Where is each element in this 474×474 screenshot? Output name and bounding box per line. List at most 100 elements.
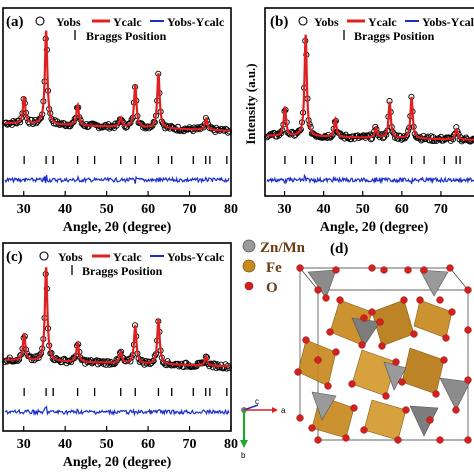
legend-diff-label: Yobs-Ycalc: [422, 15, 474, 29]
xtick-label: 50: [100, 202, 114, 217]
xtick-label: 30: [17, 202, 31, 217]
panel-a-frame: [2, 7, 232, 197]
xtick-label: 50: [100, 437, 114, 452]
oxygen-atom: [452, 406, 460, 414]
oxygen-atom: [368, 264, 376, 272]
xtick-label: 70: [183, 202, 197, 217]
xtick-label: 80: [224, 437, 238, 452]
oxygen-atom: [426, 416, 434, 424]
oxygen-atom: [394, 436, 402, 444]
oxygen-atom: [376, 318, 384, 326]
oxygen-atom: [360, 314, 368, 322]
panel-a-xlabel: Angle, 2θ (degree): [63, 220, 172, 235]
gizmo-a-label: a: [281, 406, 286, 415]
oxygen-atom: [446, 264, 454, 272]
oxygen-atom: [442, 334, 450, 342]
oxygen-atom: [392, 358, 400, 366]
legend-ycalc-label: Ycalc: [113, 250, 142, 264]
oxygen-atom: [324, 382, 332, 390]
oxygen-atom: [332, 266, 340, 274]
panel-a-plot: [2, 30, 233, 184]
panel-c: 30 40 50 60 70 80 (c) Yobs Ycalc Yobs-Ycalc B…: [2, 242, 238, 470]
gizmo-b-label: b: [241, 451, 246, 460]
xtick-label: 40: [58, 202, 72, 217]
panel-a-legend: Yobs Ycalc Yobs-Ycalc Braggs Position: [35, 15, 225, 43]
legend-diff-label: Yobs-Ycalc: [167, 15, 225, 29]
xtick-label: 40: [58, 437, 72, 452]
oxygen-atom: [296, 414, 304, 422]
panel-a: 30 40 50 60 70 80 (a) Yobs Ycalc Yobs-Ycalc B…: [2, 7, 238, 235]
oxygen-atom: [314, 286, 322, 294]
diff-line: [4, 405, 230, 417]
legend-braggs-label: Braggs Position: [86, 29, 167, 43]
legend-yobs-marker: [39, 251, 49, 261]
legend-o-label: O: [266, 280, 278, 296]
legend-yobs-label: Yobs: [314, 15, 339, 29]
panel-b-plot: [263, 34, 474, 185]
panel-a-xticks: 30 40 50 60 70 80: [17, 191, 238, 217]
panel-b-ylabel: Intensity (a.u.): [243, 63, 258, 144]
xtick-label: 60: [141, 437, 155, 452]
xtick-label: 30: [17, 437, 31, 452]
fe-octahedron: [401, 347, 445, 395]
oxygen-atom: [314, 436, 322, 444]
oxygen-atom: [448, 308, 456, 316]
oxygen-atom: [350, 404, 358, 412]
xtick-label: 60: [395, 202, 409, 217]
oxygen-atom: [308, 424, 316, 432]
yobs-point: [296, 127, 303, 134]
xtick-label: 50: [356, 202, 370, 217]
oxygen-atom: [336, 296, 344, 304]
panel-c-xlabel: Angle, 2θ (degree): [63, 455, 172, 470]
panel-c-plot: [2, 267, 233, 417]
legend-yobs-label: Yobs: [58, 250, 83, 264]
oxygen-atom: [314, 356, 322, 364]
oxygen-atom: [378, 342, 386, 350]
zn-mn-tetrahedron: [439, 377, 471, 411]
oxygen-atom: [464, 326, 472, 334]
xtick-label: 70: [183, 437, 197, 452]
panel-c-xticks: 30 40 50 60 70 80: [17, 426, 238, 452]
legend-fe-label: Fe: [266, 260, 282, 276]
diff-line: [4, 174, 230, 184]
yobs-point: [12, 357, 19, 364]
legend-diff-label: Yobs-Ycalc: [167, 250, 225, 264]
panel-d: Zn/Mn Fe O (d): [240, 239, 472, 460]
panel-c-label: (c): [6, 249, 23, 265]
panel-b-frame: [264, 7, 474, 197]
yobs-point: [471, 135, 474, 142]
oxygen-atom: [436, 436, 444, 444]
yobs-point: [267, 131, 274, 138]
oxygen-atom: [464, 436, 472, 444]
oxygen-atom: [382, 392, 390, 400]
diff-line: [266, 173, 474, 185]
xtick-label: 30: [278, 202, 292, 217]
zn-mn-tetrahedron: [311, 391, 337, 421]
fe-octahedron: [363, 399, 407, 441]
legend-yobs-label: Yobs: [56, 15, 81, 29]
legend-braggs-label: Braggs Position: [82, 264, 163, 278]
oxygen-atom: [402, 406, 410, 414]
oxygen-atom: [400, 296, 408, 304]
panel-b-label: (b): [270, 14, 288, 30]
ycalc-line: [5, 267, 230, 368]
xtick-label: 60: [141, 202, 155, 217]
oxygen-atoms: [294, 264, 472, 444]
oxygen-atom: [348, 380, 356, 388]
oxygen-atom: [404, 266, 412, 274]
panel-b-xticks: 30 40 50 60 70: [278, 191, 448, 217]
oxygen-atom: [464, 376, 472, 384]
gizmo-a-arrow-icon: [272, 407, 278, 413]
yobs-point: [127, 119, 134, 126]
panel-b: 30 40 50 60 70 (b) Yobs Ycalc Yobs-Ycalc Bra…: [243, 7, 474, 235]
oxygen-atom: [410, 330, 418, 338]
legend-zn-mn-label: Zn/Mn: [260, 240, 306, 256]
fe-octahedron: [413, 299, 453, 339]
oxygen-atom: [420, 266, 428, 274]
oxygen-atom: [380, 266, 388, 274]
xtick-label: 40: [317, 202, 331, 217]
gizmo-c-label: c: [255, 397, 259, 406]
yobs-point: [370, 131, 377, 138]
xtick-label: 80: [224, 202, 238, 217]
zn-mn-tetrahedron: [419, 269, 449, 297]
